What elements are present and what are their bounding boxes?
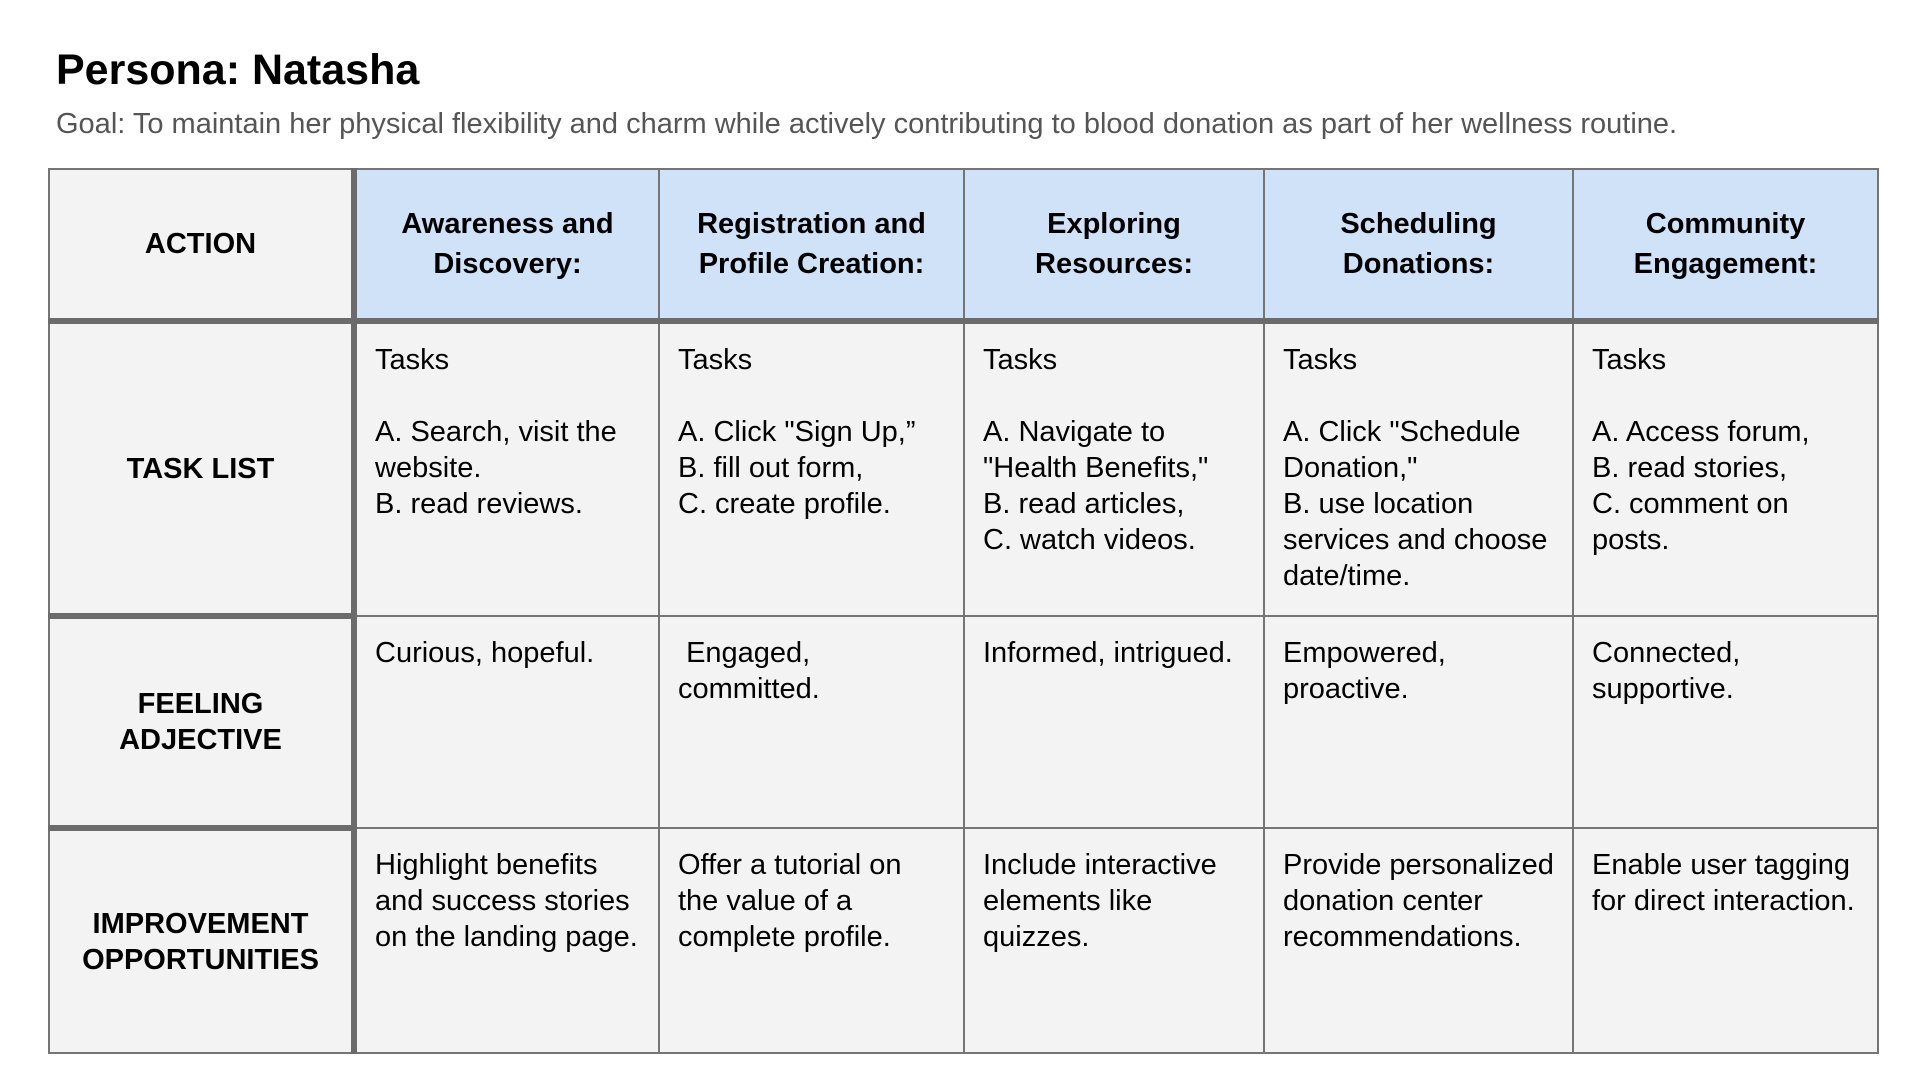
- improvement-cell-text: Offer a tutorial on the value of a compl…: [678, 849, 902, 953]
- task-cell-scheduling: Tasks A. Click "Schedule Donation," B. u…: [1263, 320, 1574, 617]
- task-cell-text: Tasks A. Access forum, B. read stories, …: [1592, 344, 1810, 556]
- feeling-cell-text: Engaged, committed.: [678, 637, 820, 705]
- improvement-cell-exploring: Include interactive elements like quizze…: [963, 827, 1265, 1054]
- stage-header-label: Awareness and Discovery:: [401, 208, 614, 280]
- row-header-improvement: IMPROVEMENT OPPORTUNITIES: [48, 827, 357, 1054]
- improvement-cell-awareness: Highlight benefits and success stories o…: [353, 827, 660, 1054]
- page-title: Persona: Natasha: [56, 46, 420, 94]
- task-cell-community: Tasks A. Access forum, B. read stories, …: [1572, 320, 1879, 617]
- improvement-cell-scheduling: Provide personalized donation center rec…: [1263, 827, 1574, 1054]
- feeling-cell-text: Empowered, proactive.: [1283, 637, 1446, 705]
- feeling-cell-registration: Engaged, committed.: [658, 615, 965, 829]
- row-header-task-list: TASK LIST: [48, 320, 357, 619]
- stage-header-registration: Registration and Profile Creation:: [658, 168, 965, 324]
- persona-goal: Goal: To maintain her physical flexibili…: [56, 108, 1678, 140]
- journey-map-table: ACTION Awareness and Discovery: Registra…: [48, 168, 1879, 1054]
- row-header-action: ACTION: [48, 168, 357, 324]
- feeling-cell-text: Informed, intrigued.: [983, 637, 1233, 669]
- row-header-action-label: ACTION: [144, 228, 257, 260]
- task-cell-registration: Tasks A. Click "Sign Up,” B. fill out fo…: [658, 320, 965, 617]
- improvement-cell-community: Enable user tagging for direct interacti…: [1572, 827, 1879, 1054]
- task-cell-awareness: Tasks A. Search, visit the website. B. r…: [353, 320, 660, 617]
- stage-header-label: Scheduling Donations:: [1340, 208, 1497, 280]
- task-cell-exploring: Tasks A. Navigate to "Health Benefits," …: [963, 320, 1265, 617]
- improvement-cell-text: Enable user tagging for direct interacti…: [1592, 849, 1855, 917]
- task-cell-text: Tasks A. Navigate to "Health Benefits," …: [983, 344, 1209, 556]
- feeling-cell-scheduling: Empowered, proactive.: [1263, 615, 1574, 829]
- stage-header-exploring: Exploring Resources:: [963, 168, 1265, 324]
- feeling-row: FEELING ADJECTIVE Curious, hopeful. Enga…: [48, 615, 1879, 831]
- stage-header-row: ACTION Awareness and Discovery: Registra…: [48, 168, 1879, 324]
- row-header-task-list-label: TASK LIST: [126, 452, 275, 485]
- improvement-cell-registration: Offer a tutorial on the value of a compl…: [658, 827, 965, 1054]
- stage-header-awareness: Awareness and Discovery:: [353, 168, 660, 324]
- row-header-feeling-label: FEELING ADJECTIVE: [119, 688, 282, 756]
- task-list-row: TASK LIST Tasks A. Search, visit the web…: [48, 320, 1879, 619]
- stage-header-community: Community Engagement:: [1572, 168, 1879, 324]
- row-header-feeling: FEELING ADJECTIVE: [48, 615, 357, 831]
- task-cell-text: Tasks A. Search, visit the website. B. r…: [375, 344, 617, 520]
- stage-header-label: Community Engagement:: [1633, 208, 1818, 280]
- task-cell-text: Tasks A. Click "Sign Up,” B. fill out fo…: [678, 344, 916, 520]
- feeling-cell-community: Connected, supportive.: [1572, 615, 1879, 829]
- improvement-row: IMPROVEMENT OPPORTUNITIES Highlight bene…: [48, 827, 1879, 1054]
- improvement-cell-text: Highlight benefits and success stories o…: [375, 849, 638, 953]
- improvement-cell-text: Include interactive elements like quizze…: [983, 849, 1217, 953]
- feeling-cell-awareness: Curious, hopeful.: [353, 615, 660, 829]
- stage-header-label: Registration and Profile Creation:: [697, 208, 926, 280]
- feeling-cell-exploring: Informed, intrigued.: [963, 615, 1265, 829]
- task-cell-text: Tasks A. Click "Schedule Donation," B. u…: [1283, 344, 1548, 592]
- row-header-improvement-label: IMPROVEMENT OPPORTUNITIES: [82, 907, 319, 976]
- feeling-cell-text: Connected, supportive.: [1592, 637, 1741, 705]
- stage-header-label: Exploring Resources:: [1035, 208, 1193, 280]
- improvement-cell-text: Provide personalized donation center rec…: [1283, 849, 1554, 953]
- feeling-cell-text: Curious, hopeful.: [375, 637, 595, 669]
- stage-header-scheduling: Scheduling Donations:: [1263, 168, 1574, 324]
